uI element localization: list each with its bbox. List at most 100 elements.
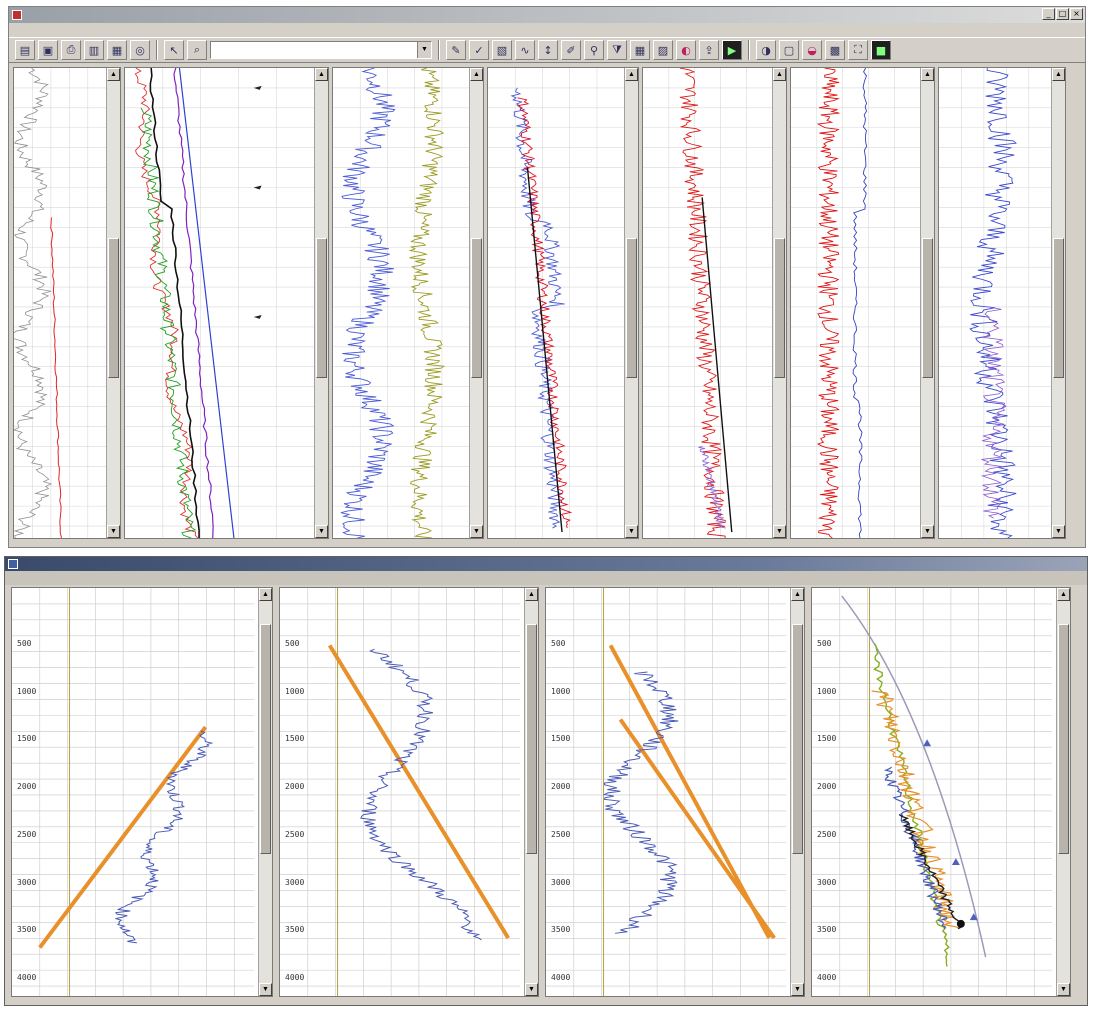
edit-icon[interactable]: ✎ — [446, 40, 466, 60]
well-icon[interactable]: ◎ — [130, 40, 150, 60]
scroll-down-arrow-icon[interactable]: ▼ — [1057, 983, 1070, 996]
grid-icon[interactable]: ▦ — [630, 40, 650, 60]
vertical-scrollbar[interactable]: ▲ ▼ — [106, 68, 120, 538]
scroll-up-arrow-icon[interactable]: ▲ — [625, 68, 638, 81]
scroll-down-arrow-icon[interactable]: ▼ — [259, 983, 272, 996]
red-log-curve — [816, 68, 840, 538]
scroll-thumb[interactable] — [1053, 238, 1064, 378]
pick-icon[interactable]: ✓ — [469, 40, 489, 60]
minimize-button[interactable]: _ — [1042, 8, 1055, 20]
scroll-down-arrow-icon[interactable]: ▼ — [315, 525, 328, 538]
scroll-down-arrow-icon[interactable]: ▼ — [773, 525, 786, 538]
shade-icon[interactable]: ◑ — [756, 40, 776, 60]
vertical-scrollbar[interactable]: ▲ ▼ — [258, 588, 272, 996]
vertical-scrollbar[interactable]: ▲ ▼ — [1056, 588, 1070, 996]
vertical-scrollbar[interactable]: ▲ ▼ — [1051, 68, 1065, 538]
menu-bar — [9, 23, 1085, 37]
color2-icon[interactable]: ◒ — [802, 40, 822, 60]
sonic-log-curve — [114, 730, 214, 944]
depth-tick-label: 1500 — [285, 734, 305, 744]
blue-log-curve — [852, 68, 868, 538]
scroll-thumb[interactable] — [108, 238, 119, 378]
pressure-tracks-panel: 500 1000 1500 2000 2500 3000 3500 4000 ▲ ▼ 500 1000… — [11, 587, 1081, 1001]
scroll-up-arrow-icon[interactable]: ▲ — [259, 588, 272, 601]
scroll-up-arrow-icon[interactable]: ▲ — [1052, 68, 1065, 81]
crossplot-icon[interactable]: ▦ — [107, 40, 127, 60]
curve-icon[interactable]: ∿ — [515, 40, 535, 60]
layout-icon[interactable]: ▨ — [653, 40, 673, 60]
scroll-up-arrow-icon[interactable]: ▲ — [921, 68, 934, 81]
well-selector-dropdown[interactable]: ▼ — [210, 41, 432, 59]
export-icon[interactable]: ⇪ — [699, 40, 719, 60]
normal-trend-line — [608, 644, 772, 940]
save-icon[interactable]: ▣ — [38, 40, 58, 60]
log-tracks-panel: ▲ ▼ ▲ ▼ ▲ ▼ ▲ ▼ ▲ ▼ ▲ ▼ ▲ ▼ — [13, 67, 1081, 543]
cursor-icon[interactable]: ↖ — [164, 40, 184, 60]
scroll-thumb[interactable] — [774, 238, 785, 378]
close-button[interactable]: × — [1070, 8, 1083, 20]
scroll-up-arrow-icon[interactable]: ▲ — [1057, 588, 1070, 601]
scroll-thumb[interactable] — [1058, 624, 1069, 854]
vertical-scrollbar[interactable]: ▲ ▼ — [772, 68, 786, 538]
scroll-down-arrow-icon[interactable]: ▼ — [107, 525, 120, 538]
maximize-button[interactable]: □ — [1056, 8, 1069, 20]
scroll-down-arrow-icon[interactable]: ▼ — [625, 525, 638, 538]
depth-tick-label: 2000 — [17, 782, 37, 791]
find-icon[interactable]: ⚲ — [584, 40, 604, 60]
film-icon[interactable]: ▶ — [722, 40, 742, 60]
scroll-down-arrow-icon[interactable]: ▼ — [525, 983, 538, 996]
scroll-down-arrow-icon[interactable]: ▼ — [470, 525, 483, 538]
scroll-thumb[interactable] — [922, 238, 933, 378]
vertical-scrollbar[interactable]: ▲ ▼ — [314, 68, 328, 538]
print-icon[interactable]: ⎙ — [61, 40, 81, 60]
mud-weight-curve — [883, 766, 948, 929]
scroll-up-arrow-icon[interactable]: ▲ — [107, 68, 120, 81]
depth-tick-label: 1000 — [285, 686, 305, 696]
scroll-up-arrow-icon[interactable]: ▲ — [525, 588, 538, 601]
track-plot — [939, 68, 1052, 538]
scroll-thumb[interactable] — [626, 238, 637, 378]
scroll-thumb[interactable] — [316, 238, 327, 378]
vertical-scrollbar[interactable]: ▲ ▼ — [624, 68, 638, 538]
zoom-icon[interactable]: ⌕ — [187, 40, 207, 60]
log-viewer-window: _ □ × ▤ ▣ ⎙ ▥ ▦ ◎ ↖ ⌕ ▼ ✎ ✓ ▧ ∿ ↕ ✐ ⚲ ⧩ ▦ ▨ ◐ ⇪ ▶ ◑ ▢ ◒ ▩ ⛶ ■ ▲ ▼ ▲ ▼ ▲… — [8, 6, 1086, 548]
fit-icon[interactable]: ⛶ — [848, 40, 868, 60]
scroll-thumb[interactable] — [526, 624, 537, 854]
open-file-icon[interactable]: ▤ — [15, 40, 35, 60]
scroll-down-arrow-icon[interactable]: ▼ — [1052, 525, 1065, 538]
depth-tick-label: 4000 — [817, 973, 837, 982]
scale-icon[interactable]: ↕ — [538, 40, 558, 60]
app-icon — [12, 10, 22, 20]
chevron-down-icon[interactable]: ▼ — [417, 42, 431, 58]
scroll-up-arrow-icon[interactable]: ▲ — [773, 68, 786, 81]
vertical-scrollbar[interactable]: ▲ ▼ — [524, 588, 538, 996]
log-track-4: ▲ ▼ — [487, 67, 639, 539]
track-icon[interactable]: ▧ — [492, 40, 512, 60]
menu-bar — [5, 571, 1087, 585]
vertical-scrollbar[interactable]: ▲ ▼ — [920, 68, 934, 538]
scroll-up-arrow-icon[interactable]: ▲ — [791, 588, 804, 601]
tile-icon[interactable]: ▩ — [825, 40, 845, 60]
vertical-scrollbar[interactable]: ▲ ▼ — [790, 588, 804, 996]
scroll-up-arrow-icon[interactable]: ▲ — [470, 68, 483, 81]
color-icon[interactable]: ◐ — [676, 40, 696, 60]
scroll-thumb[interactable] — [260, 624, 271, 854]
vertical-scrollbar[interactable]: ▲ ▼ — [469, 68, 483, 538]
dark-icon[interactable]: ■ — [871, 40, 891, 60]
track-plot — [333, 68, 470, 538]
pen-icon[interactable]: ✐ — [561, 40, 581, 60]
scroll-down-arrow-icon[interactable]: ▼ — [921, 525, 934, 538]
app-icon — [8, 559, 18, 569]
trend-line — [701, 197, 733, 533]
toolbar: ▤ ▣ ⎙ ▥ ▦ ◎ ↖ ⌕ ▼ ✎ ✓ ▧ ∿ ↕ ✐ ⚲ ⧩ ▦ ▨ ◐ ⇪ ▶ ◑ ▢ ◒ ▩ ⛶ ■ — [9, 37, 1085, 63]
scroll-up-arrow-icon[interactable]: ▲ — [315, 68, 328, 81]
scroll-thumb[interactable] — [471, 238, 482, 378]
scroll-down-arrow-icon[interactable]: ▼ — [791, 983, 804, 996]
arrow-marker-icon — [253, 85, 262, 90]
depth-icon[interactable]: ▥ — [84, 40, 104, 60]
scroll-thumb[interactable] — [792, 624, 803, 854]
window-icon[interactable]: ▢ — [779, 40, 799, 60]
depth-tick-label: 3500 — [551, 925, 571, 935]
filter-icon[interactable]: ⧩ — [607, 40, 627, 60]
depth-tick-label: 1500 — [551, 734, 571, 744]
